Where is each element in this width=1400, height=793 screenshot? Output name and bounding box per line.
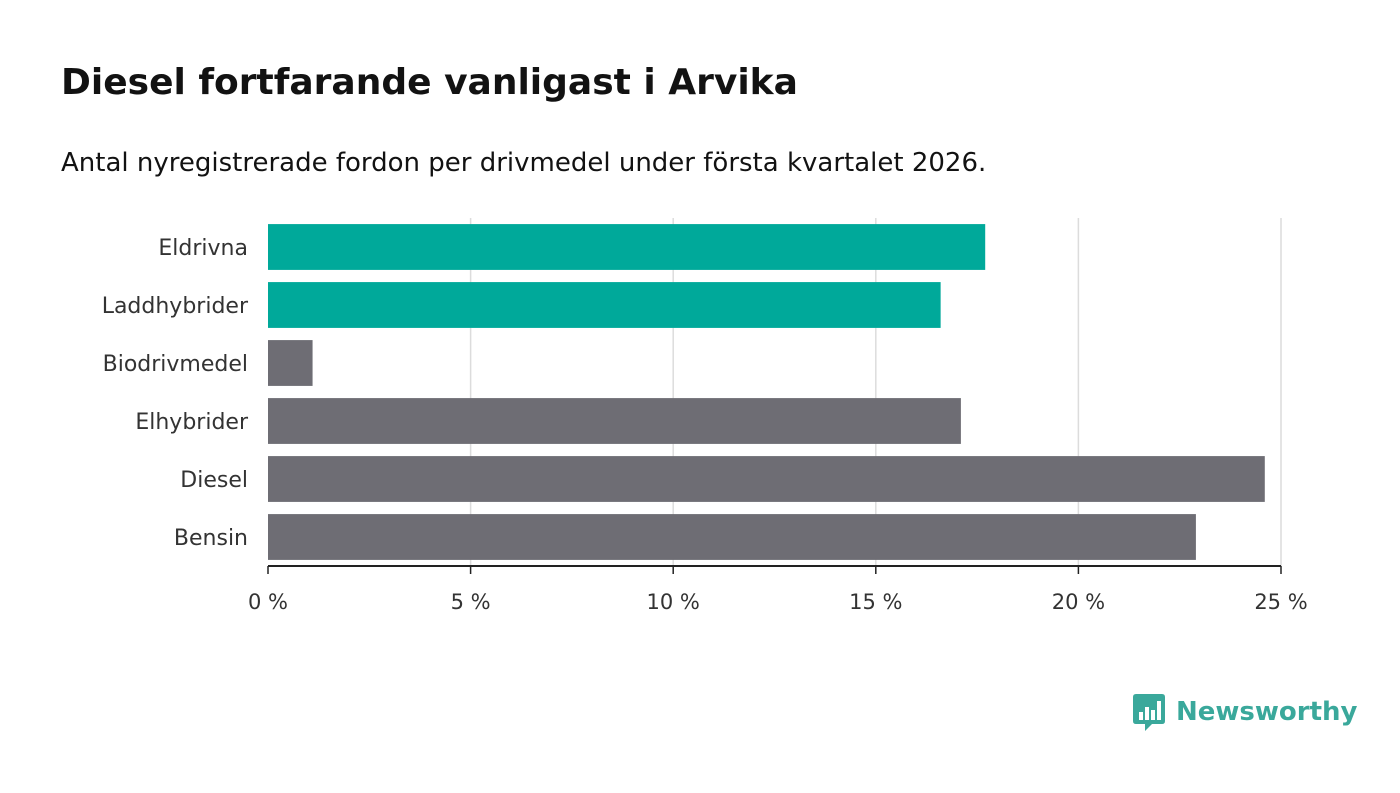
category-label: Biodrivmedel [103, 352, 248, 377]
category-label: Bensin [174, 526, 248, 551]
x-tick-label: 20 % [1052, 590, 1105, 614]
category-label: Eldrivna [158, 236, 248, 261]
category-label: Laddhybrider [102, 294, 249, 319]
x-tick-label: 15 % [849, 590, 902, 614]
category-label: Diesel [180, 468, 248, 493]
bar-laddhybrider [268, 282, 941, 328]
x-tick-label: 25 % [1254, 590, 1307, 614]
chart-subtitle: Antal nyregistrerade fordon per drivmede… [61, 148, 987, 178]
bar-eldrivna [268, 224, 986, 270]
bar-diesel [268, 456, 1265, 502]
category-labels: Eldrivna Laddhybrider Biodrivmedel Elhybrid… [102, 236, 249, 551]
bar-biodrivmedel [268, 340, 313, 386]
newsworthy-logo-icon [1133, 694, 1165, 731]
category-label: Elhybrider [135, 410, 249, 435]
chart-title: Diesel fortfarande vanligast i Arvika [61, 62, 798, 103]
brand-name: Newsworthy [1176, 697, 1358, 727]
bar-chart: Eldrivna Laddhybrider Biodrivmedel Elhybrid… [102, 218, 1308, 614]
bars [268, 224, 1265, 560]
bar-elhybrider [268, 398, 961, 444]
x-tick-label: 5 % [451, 590, 491, 614]
bar-bensin [268, 514, 1196, 560]
x-tick-label: 10 % [647, 590, 700, 614]
x-axis: 0 % 5 % 10 % 15 % 20 % 25 % [248, 565, 1308, 614]
gridlines [469, 218, 1282, 566]
x-tick-label: 0 % [248, 590, 288, 614]
newsworthy-logo: Newsworthy [1132, 692, 1357, 732]
